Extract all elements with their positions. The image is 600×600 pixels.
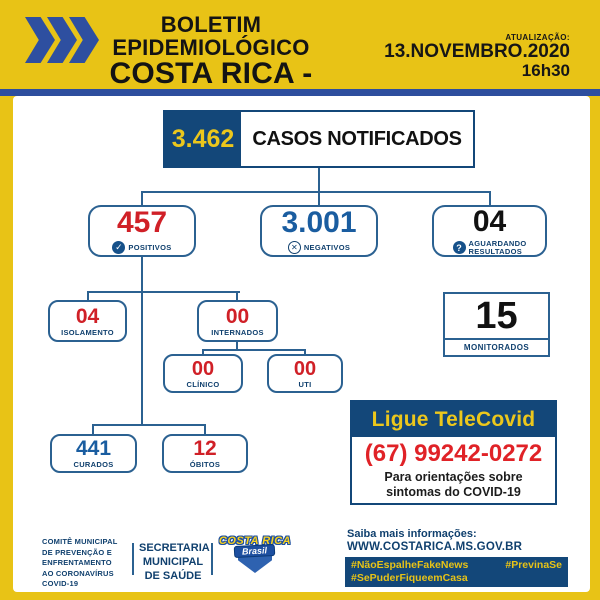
committee-text: COMITÊ MUNICIPAL DE PREVENÇÃO E ENFRENTA… bbox=[42, 537, 118, 590]
telecovid-title: Ligue TeleCovid bbox=[352, 402, 555, 437]
connector-line bbox=[92, 424, 206, 426]
monitored-label: MONITORADOS bbox=[445, 338, 548, 355]
connector-line bbox=[202, 349, 204, 357]
notified-cases-label: CASOS NOTIFICADOS bbox=[252, 127, 462, 150]
connector-line bbox=[489, 191, 491, 206]
clinical-box: 00 CLÍNICO bbox=[163, 354, 243, 393]
deaths-box: 12 ÓBITOS bbox=[162, 434, 248, 473]
deaths-label: ÓBITOS bbox=[189, 460, 221, 469]
connector-line bbox=[204, 424, 206, 436]
clinical-value: 00 bbox=[191, 357, 215, 380]
awaiting-results-value: 04 bbox=[472, 204, 507, 238]
connector-line bbox=[92, 424, 94, 436]
monitored-value: 15 bbox=[475, 294, 518, 337]
negatives-box: 3.001 ✕ NEGATIVOS bbox=[260, 205, 378, 257]
more-info-label: Saiba mais informações: bbox=[347, 528, 477, 540]
recovered-value: 441 bbox=[75, 437, 112, 460]
icu-label: UTI bbox=[298, 379, 312, 389]
recovered-box: 441 CURADOS bbox=[50, 434, 137, 473]
notified-cases-value: 3.462 bbox=[165, 112, 241, 166]
footer-divider bbox=[211, 543, 213, 575]
icu-value: 00 bbox=[293, 357, 317, 380]
connector-line bbox=[318, 168, 320, 193]
deaths-value: 12 bbox=[193, 437, 217, 460]
secretariat-line: SECRETARIA bbox=[139, 542, 210, 554]
hashtag-fake-news: #NãoEspalheFakeNews bbox=[351, 559, 469, 571]
connector-line bbox=[318, 191, 320, 206]
chevron-right-icon bbox=[25, 17, 55, 63]
update-block: ATUALIZAÇÃO: 13.NOVEMBRO.2020 16h30 bbox=[384, 33, 570, 80]
awaiting-label-line1: AGUARDANDO bbox=[468, 238, 527, 248]
connector-line bbox=[87, 291, 240, 293]
telecovid-phone[interactable]: (67) 99242-0272 bbox=[364, 440, 543, 467]
hashtags-box: #NãoEspalheFakeNews #PrevinaSe #SePuderF… bbox=[345, 557, 568, 587]
telecovid-box: Ligue TeleCovid (67) 99242-0272 Para ori… bbox=[350, 400, 557, 505]
bulletin-title: BOLETIM EPIDEMIOLÓGICO bbox=[112, 12, 310, 60]
monitored-box: 15 MONITORADOS bbox=[443, 292, 550, 357]
update-label: ATUALIZAÇÃO: bbox=[505, 33, 570, 42]
isolation-label: ISOLAMENTO bbox=[61, 327, 114, 337]
connector-line bbox=[141, 255, 143, 426]
hospitalized-box: 00 INTERNADOS bbox=[197, 300, 278, 342]
connector-line bbox=[236, 291, 238, 301]
hashtag-previna-se: #PrevinaSe bbox=[505, 559, 562, 571]
positives-label: POSITIVOS bbox=[128, 242, 172, 252]
icu-box: 00 UTI bbox=[267, 354, 343, 393]
isolation-box: 04 ISOLAMENTO bbox=[48, 300, 127, 342]
fast-forward-chevrons-icon bbox=[25, 17, 99, 63]
header-divider-line bbox=[0, 89, 600, 96]
connector-line bbox=[141, 191, 143, 206]
awaiting-results-box: 04 ? AGUARDANDO RESULTADOS bbox=[432, 205, 547, 257]
committee-line: COMITÊ MUNICIPAL bbox=[42, 537, 118, 546]
website-link[interactable]: WWW.COSTARICA.MS.GOV.BR bbox=[347, 541, 523, 553]
connector-line bbox=[236, 340, 238, 351]
footer-divider bbox=[132, 543, 134, 575]
connector-line bbox=[202, 349, 306, 351]
positives-box: 457 ✓ POSITIVOS bbox=[88, 205, 196, 257]
clinical-label: CLÍNICO bbox=[186, 379, 220, 389]
hospitalized-value: 00 bbox=[225, 304, 250, 328]
committee-line: AO CORONAVÍRUS bbox=[42, 568, 114, 578]
recovered-label: CURADOS bbox=[73, 460, 114, 469]
secretariat-line: DE SAÚDE bbox=[144, 570, 202, 582]
secretariat-text: SECRETARIA MUNICIPAL DE SAÚDE bbox=[139, 541, 210, 583]
telecovid-description-line2: sintomas do COVID-19 bbox=[386, 485, 521, 499]
committee-line: DE PREVENÇÃO E bbox=[42, 547, 112, 557]
isolation-value: 04 bbox=[75, 304, 100, 328]
negatives-label: NEGATIVOS bbox=[303, 242, 351, 252]
hashtag-fique-em-casa: #SePuderFiqueemCasa bbox=[351, 572, 468, 584]
negatives-value: 3.001 bbox=[281, 206, 357, 239]
question-circle-icon: ? bbox=[452, 241, 466, 254]
connector-line bbox=[141, 191, 491, 193]
check-circle-icon: ✓ bbox=[112, 241, 126, 254]
update-time: 16h30 bbox=[521, 61, 570, 80]
committee-line: ENFRENTAMENTO bbox=[42, 558, 112, 567]
connector-line bbox=[304, 349, 306, 357]
costa-rica-brasil-logo: COSTA RICA Brasil bbox=[216, 535, 294, 573]
positives-value: 457 bbox=[116, 206, 168, 239]
logo-country-banner: Brasil bbox=[234, 543, 276, 559]
connector-line bbox=[87, 291, 89, 301]
committee-line: COVID-19 bbox=[42, 579, 79, 588]
telecovid-description-line1: Para orientações sobre bbox=[384, 470, 523, 484]
cross-circle-icon: ✕ bbox=[287, 241, 301, 254]
update-date: 13.NOVEMBRO.2020 bbox=[384, 41, 570, 62]
hospitalized-label: INTERNADOS bbox=[211, 327, 264, 337]
awaiting-label-line2: RESULTADOS bbox=[468, 246, 523, 256]
notified-cases-box: 3.462 CASOS NOTIFICADOS bbox=[163, 110, 475, 168]
secretariat-line: MUNICIPAL bbox=[142, 556, 204, 568]
